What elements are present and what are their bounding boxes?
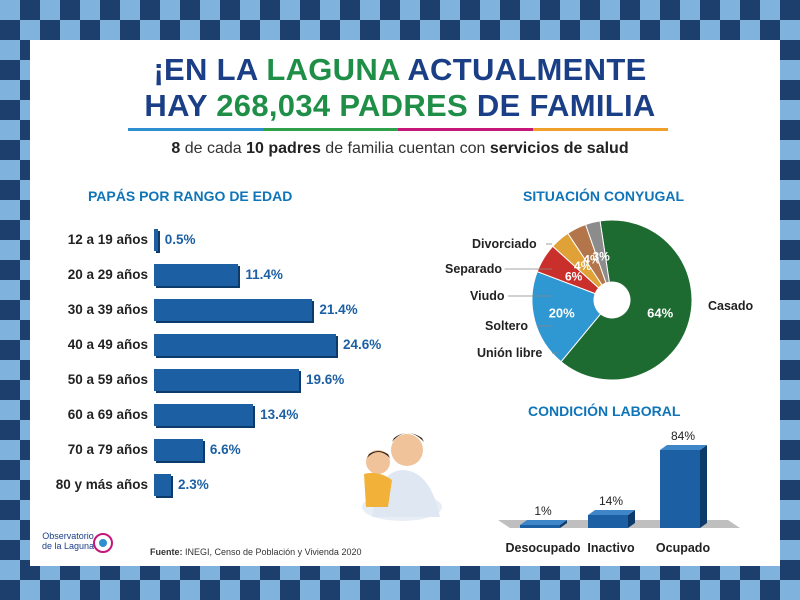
labor-bar — [520, 525, 560, 528]
age-bar — [154, 439, 203, 461]
pie-category-label: Unión libre — [477, 346, 542, 360]
age-value-label: 6.6% — [209, 442, 241, 457]
labor-bar-top — [520, 520, 567, 525]
pie-category-label: Casado — [708, 299, 754, 313]
pie-value-label: 64% — [647, 305, 673, 320]
labor-bar — [588, 515, 628, 528]
age-category-label: 40 a 49 años — [67, 337, 148, 352]
labor-value-label: 84% — [671, 429, 695, 443]
age-bar — [154, 369, 299, 391]
age-bar — [154, 229, 158, 251]
age-bar — [154, 334, 336, 356]
source-note: Fuente: INEGI, Censo de Población y Vivi… — [150, 547, 362, 557]
labor-bar-side — [700, 445, 707, 528]
subtitle: 8 de cada 10 padres de familia cuentan c… — [171, 140, 629, 157]
age-category-label: 50 a 59 años — [67, 372, 148, 387]
pie-slice-unión-libre — [531, 270, 602, 363]
age-chart-title: PAPÁS POR RANGO DE EDAD — [88, 188, 293, 204]
labor-value-label: 1% — [534, 504, 552, 518]
age-value-label: 0.5% — [164, 232, 196, 247]
age-category-label: 30 a 39 años — [67, 302, 148, 317]
age-bar — [154, 299, 313, 321]
labor-bar-chart: 1% Desocupado 14% Inactivo 84% Ocupado — [498, 429, 740, 555]
pie-slice-divorciado — [584, 220, 610, 284]
title-line-1: ¡EN LA LAGUNA ACTUALMENTE — [153, 52, 647, 87]
age-value-label: 19.6% — [306, 372, 345, 387]
father-child-illustration — [362, 433, 442, 521]
pie-value-label: 6% — [565, 269, 583, 283]
pie-category-label: Separado — [445, 262, 502, 276]
labor-bar-side — [560, 520, 567, 528]
age-category-label: 20 a 29 años — [67, 267, 148, 282]
age-category-label: 12 a 19 años — [67, 232, 148, 247]
labor-value-label: 14% — [599, 494, 623, 508]
age-category-label: 80 y más años — [55, 477, 148, 492]
color-divider — [128, 128, 668, 131]
age-value-label: 13.4% — [260, 407, 299, 422]
age-bar — [154, 404, 254, 426]
pie-category-label: Viudo — [470, 289, 505, 303]
labor-category-label: Desocupado — [505, 541, 580, 555]
labor-chart-title: CONDICIÓN LABORAL — [528, 403, 681, 419]
age-bar — [154, 264, 239, 286]
age-value-label: 21.4% — [319, 302, 358, 317]
labor-category-label: Ocupado — [656, 541, 711, 555]
title-line-2: HAY 268,034 PADRES DE FAMILIA — [144, 88, 656, 123]
age-value-label: 24.6% — [343, 337, 382, 352]
labor-bar-top — [660, 445, 707, 450]
pie-category-label: Soltero — [485, 319, 528, 333]
age-category-label: 60 a 69 años — [67, 407, 148, 422]
marital-chart-title: SITUACIÓN CONYUGAL — [523, 188, 684, 204]
observatorio-logo: Observatorio de la Laguna — [42, 531, 95, 551]
labor-bar — [660, 450, 700, 528]
labor-bar-top — [588, 510, 635, 515]
labor-category-label: Inactivo — [587, 541, 635, 555]
observatorio-logo-icon — [93, 533, 113, 553]
pie-category-label: Divorciado — [472, 237, 537, 251]
pie-value-label: 3% — [592, 249, 610, 263]
age-value-label: 2.3% — [178, 477, 209, 492]
labor-bar-side — [628, 510, 635, 528]
age-category-label: 70 a 79 años — [67, 442, 148, 457]
pie-slice-casado — [560, 219, 693, 381]
age-value-label: 11.4% — [245, 267, 283, 282]
pie-value-label: 20% — [549, 305, 575, 320]
age-bar — [154, 474, 172, 496]
